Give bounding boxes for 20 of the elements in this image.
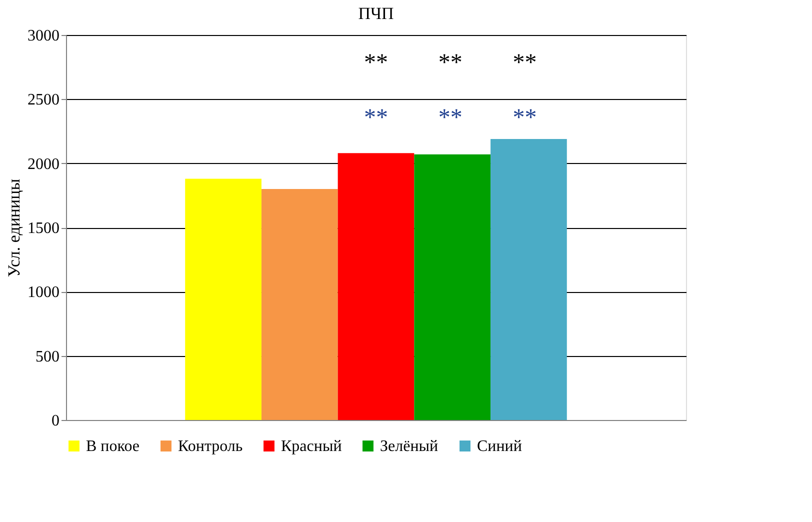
legend-label: Контроль bbox=[178, 438, 243, 455]
legend-label: В покое bbox=[86, 438, 140, 455]
annotation: ** bbox=[512, 50, 537, 76]
legend-label: Зелёный bbox=[380, 438, 439, 455]
legend-label: Красный bbox=[281, 438, 342, 455]
y-tick-label: 2000 bbox=[28, 156, 60, 173]
y-tick-label: 500 bbox=[36, 348, 60, 366]
annotation: ** bbox=[438, 50, 462, 76]
annotation: ** bbox=[364, 50, 388, 76]
y-tick-label: 3000 bbox=[28, 28, 60, 44]
y-tick-label: 1500 bbox=[28, 220, 60, 237]
y-axis-title: Усл. единицы bbox=[4, 178, 24, 278]
annotation: ** bbox=[364, 105, 388, 131]
annotation: ** bbox=[438, 105, 462, 131]
y-tick-label: 2500 bbox=[28, 92, 60, 109]
y-tick-label: 1000 bbox=[28, 284, 60, 302]
annotation: ** bbox=[512, 105, 537, 131]
chart-title: ПЧП bbox=[358, 4, 394, 23]
y-tick-label: 0 bbox=[52, 412, 60, 430]
legend-label: Синий bbox=[477, 438, 522, 455]
